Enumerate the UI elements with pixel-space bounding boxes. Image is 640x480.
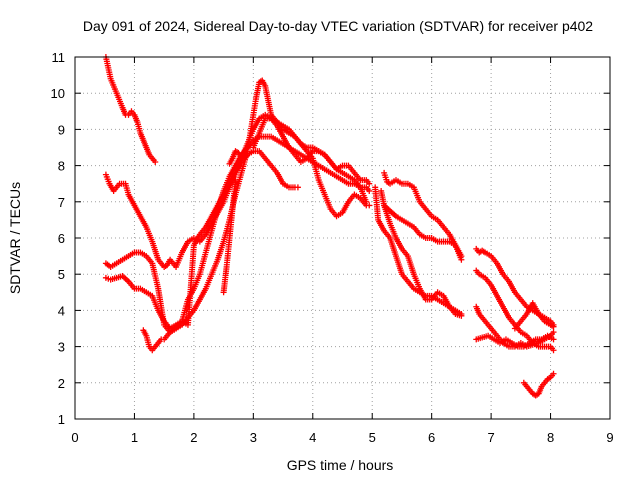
x-tick-label: 7 bbox=[487, 430, 494, 445]
data-point bbox=[241, 151, 248, 158]
data-point bbox=[550, 347, 557, 354]
data-point bbox=[458, 253, 465, 260]
chart-title: Day 091 of 2024, Sidereal Day-to-day VTE… bbox=[83, 18, 593, 34]
series-arc10 bbox=[381, 202, 465, 260]
data-marks bbox=[102, 54, 557, 399]
x-tick-label: 9 bbox=[606, 430, 613, 445]
series-arc6 bbox=[220, 177, 239, 296]
grid-lines bbox=[75, 57, 610, 419]
series-arc17 bbox=[511, 300, 557, 332]
y-axis-label: SDTVAR / TECUs bbox=[7, 182, 23, 294]
x-tick-label: 6 bbox=[428, 430, 435, 445]
y-tick-label: 4 bbox=[58, 303, 65, 318]
series-arc12 bbox=[372, 184, 465, 318]
x-tick-label: 8 bbox=[547, 430, 554, 445]
data-point bbox=[550, 323, 557, 330]
x-tick-label: 1 bbox=[131, 430, 138, 445]
x-tick-label: 2 bbox=[190, 430, 197, 445]
y-tick-label: 6 bbox=[58, 231, 65, 246]
series-arc18 bbox=[520, 370, 557, 399]
data-point bbox=[232, 177, 239, 184]
data-point bbox=[152, 158, 159, 165]
data-point bbox=[550, 329, 557, 336]
x-tick-label: 5 bbox=[369, 430, 376, 445]
series-arc16 bbox=[473, 332, 557, 350]
series-arc1 bbox=[102, 54, 159, 165]
x-axis-label: GPS time / hours bbox=[287, 457, 394, 473]
data-point bbox=[366, 180, 373, 187]
y-tick-label: 10 bbox=[51, 86, 65, 101]
data-point bbox=[550, 370, 557, 377]
y-tick-label: 7 bbox=[58, 195, 65, 210]
y-tick-label: 5 bbox=[58, 267, 65, 282]
data-point bbox=[458, 311, 465, 318]
y-tick-label: 9 bbox=[58, 122, 65, 137]
y-tick-label: 8 bbox=[58, 159, 65, 174]
x-tick-label: 0 bbox=[71, 430, 78, 445]
series-arc8 bbox=[250, 115, 370, 205]
series-arc14 bbox=[473, 267, 557, 354]
data-point bbox=[550, 336, 557, 343]
series-arc13 bbox=[473, 245, 557, 328]
x-tick-label: 3 bbox=[250, 430, 257, 445]
data-point bbox=[294, 184, 301, 191]
y-tick-label: 11 bbox=[52, 50, 66, 65]
x-tick-label: 4 bbox=[309, 430, 316, 445]
data-point bbox=[363, 198, 370, 205]
y-tick-label: 1 bbox=[58, 412, 65, 427]
y-tick-label: 3 bbox=[58, 340, 65, 355]
series-arc7 bbox=[226, 148, 248, 167]
data-point bbox=[366, 187, 373, 194]
y-tick-label: 2 bbox=[58, 376, 65, 391]
data-point bbox=[366, 202, 373, 209]
